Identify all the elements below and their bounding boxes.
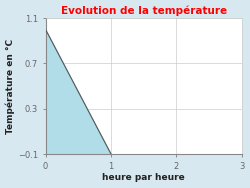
Y-axis label: Température en °C: Température en °C	[6, 39, 15, 134]
X-axis label: heure par heure: heure par heure	[102, 174, 185, 182]
Polygon shape	[46, 30, 111, 154]
Title: Evolution de la température: Evolution de la température	[60, 6, 227, 16]
